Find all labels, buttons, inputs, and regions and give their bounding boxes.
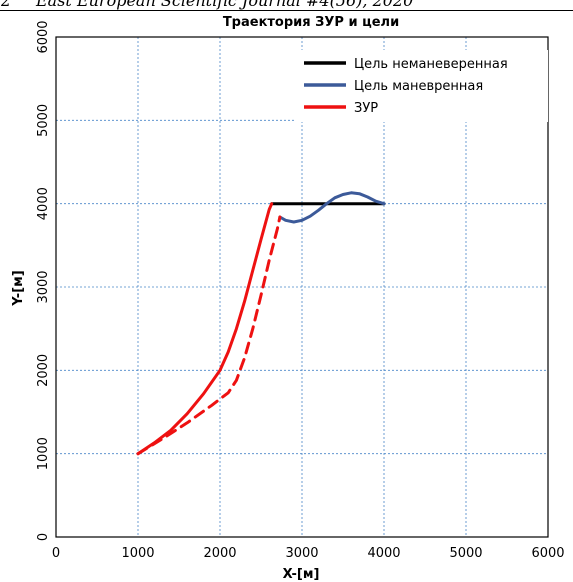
missile-line bbox=[136, 202, 274, 456]
y-tick-label: 6000 bbox=[36, 20, 51, 53]
header-rule bbox=[0, 10, 573, 11]
chart-title: Траектория ЗУР и цели bbox=[223, 15, 399, 30]
legend-label: Цель маневренная bbox=[354, 79, 483, 94]
maneuvering-target-line bbox=[278, 191, 386, 224]
x-tick-label: 1000 bbox=[121, 546, 154, 561]
legend-label: ЗУР bbox=[354, 101, 378, 116]
journal-header: 2 East European Scientific Journal #4(56… bbox=[0, 0, 573, 11]
y-tick-label: 5000 bbox=[36, 104, 51, 137]
y-tick-label: 2000 bbox=[36, 354, 51, 387]
y-tick-label: 0 bbox=[36, 533, 51, 541]
page-number: 2 bbox=[0, 0, 11, 10]
missile-dashed-line bbox=[136, 215, 282, 456]
x-tick-label: 2000 bbox=[203, 546, 236, 561]
legend-label: Цель неманеверенная bbox=[354, 57, 508, 72]
y-tick-label: 4000 bbox=[36, 187, 51, 220]
journal-title: East European Scientific Journal #4(56),… bbox=[36, 0, 414, 10]
x-tick-label: 5000 bbox=[449, 546, 482, 561]
x-tick-label: 6000 bbox=[531, 546, 564, 561]
x-tick-label: 4000 bbox=[367, 546, 400, 561]
legend: Цель неманеверенная Цель маневренная ЗУР bbox=[294, 50, 548, 122]
series-lines bbox=[136, 191, 386, 456]
plot-frame bbox=[55, 36, 549, 538]
axis-ticks: 0 1000 2000 3000 4000 5000 6000 0 1000 2000 3000 40… bbox=[36, 20, 565, 561]
y-axis-label: Y-[м] bbox=[11, 270, 26, 306]
x-tick-label: 0 bbox=[52, 546, 60, 561]
y-tick-label: 1000 bbox=[36, 437, 51, 470]
y-tick-label: 3000 bbox=[36, 270, 51, 303]
x-axis-label: X-[м] bbox=[283, 567, 320, 582]
x-tick-label: 3000 bbox=[285, 546, 318, 561]
